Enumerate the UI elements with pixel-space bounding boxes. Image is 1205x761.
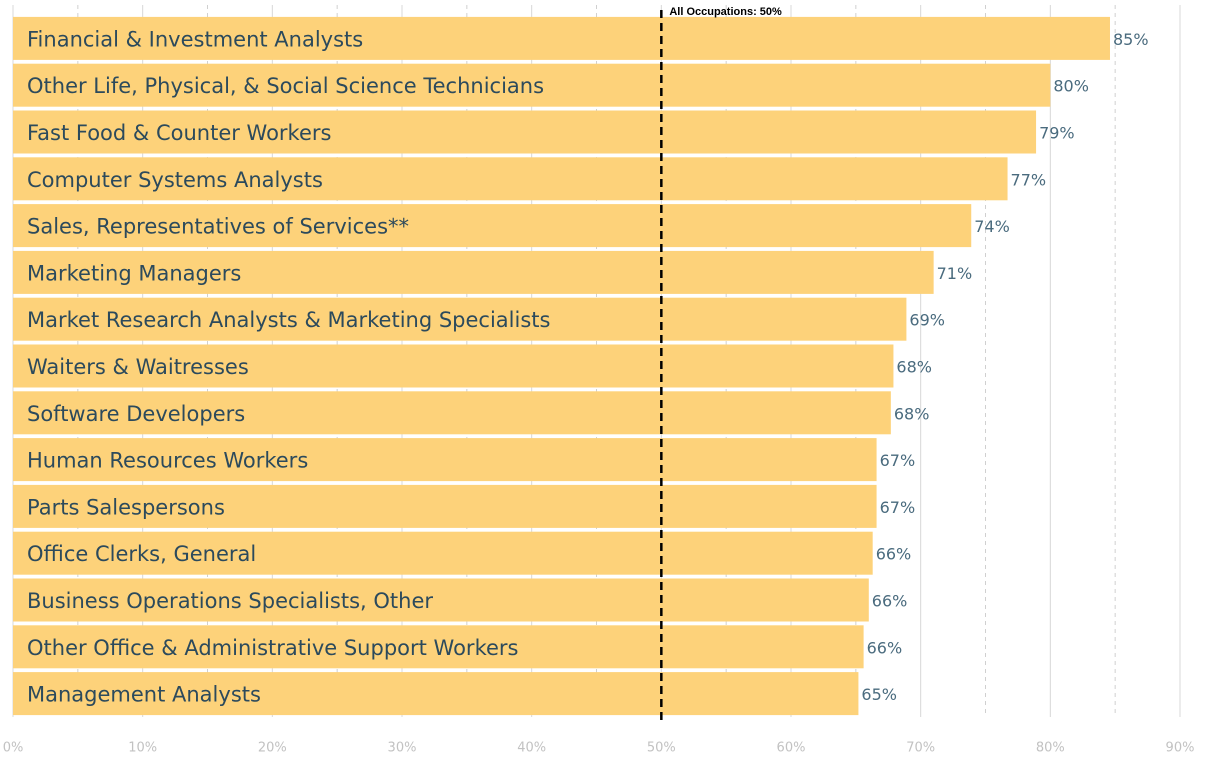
value-label: 66% — [876, 545, 912, 564]
x-tick-label: 80% — [1036, 741, 1065, 756]
bar — [13, 297, 907, 341]
x-tick-label: 20% — [258, 741, 287, 756]
value-label: 71% — [937, 264, 973, 283]
x-tick-label: 90% — [1166, 741, 1195, 756]
category-label: Computer Systems Analysts — [27, 168, 323, 192]
bar — [13, 204, 972, 248]
x-tick-label: 60% — [777, 741, 806, 756]
category-label: Software Developers — [27, 402, 245, 426]
x-tick-label: 70% — [906, 741, 935, 756]
value-label: 65% — [861, 685, 897, 704]
category-label: Waiters & Waitresses — [27, 355, 249, 379]
reference-label: All Occupations: 50% — [669, 6, 782, 18]
bar — [13, 531, 873, 575]
x-tick-label: 10% — [128, 741, 157, 756]
value-label: 74% — [974, 217, 1010, 236]
category-label: Other Office & Administrative Support Wo… — [27, 636, 518, 660]
bar — [13, 110, 1037, 154]
category-label: Sales, Representatives of Services** — [27, 215, 409, 239]
bar — [13, 63, 1051, 107]
x-tick-label: 50% — [647, 741, 676, 756]
value-label: 85% — [1113, 30, 1149, 49]
bar — [13, 625, 864, 669]
value-label: 69% — [909, 311, 945, 330]
value-label: 67% — [880, 451, 916, 470]
category-label: Market Research Analysts & Marketing Spe… — [27, 308, 550, 332]
bar — [13, 157, 1008, 201]
category-label: Management Analysts — [27, 683, 261, 707]
category-label: Business Operations Specialists, Other — [27, 589, 433, 613]
bar — [13, 672, 859, 716]
value-label: 79% — [1039, 124, 1075, 143]
bar — [13, 16, 1110, 60]
category-label: Marketing Managers — [27, 261, 241, 285]
value-label: 67% — [880, 498, 916, 517]
bar — [13, 438, 877, 482]
value-label: 68% — [894, 404, 930, 423]
bar — [13, 344, 894, 388]
value-label: 66% — [867, 638, 903, 657]
value-label: 66% — [872, 592, 908, 611]
category-label: Office Clerks, General — [27, 542, 256, 566]
category-label: Other Life, Physical, & Social Science T… — [27, 74, 544, 98]
category-label: Parts Salespersons — [27, 495, 225, 519]
category-label: Human Resources Workers — [27, 449, 308, 473]
x-tick-label: 0% — [3, 741, 24, 756]
value-label: 68% — [896, 358, 932, 377]
value-label: 77% — [1011, 170, 1047, 189]
bar — [13, 578, 869, 622]
bar — [13, 391, 891, 435]
x-tick-label: 30% — [388, 741, 417, 756]
category-label: Fast Food & Counter Workers — [27, 121, 331, 145]
value-label: 80% — [1053, 77, 1089, 96]
bar — [13, 484, 877, 528]
bar — [13, 250, 934, 294]
x-tick-label: 40% — [517, 741, 546, 756]
category-label: Financial & Investment Analysts — [27, 27, 363, 51]
